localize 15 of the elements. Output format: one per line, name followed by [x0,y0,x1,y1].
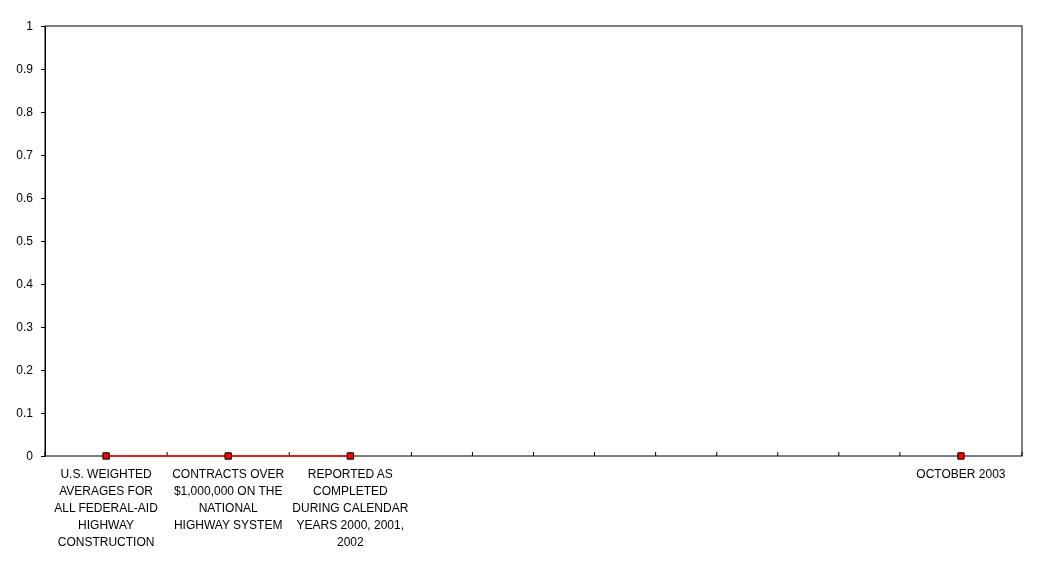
x-tick-label: CONTRACTS OVER $1,000,000 ON THE NATIONAL HIGHWAY SYSTEM [172,467,285,532]
y-tick-label: 0.3 [16,320,34,335]
x-tick-label: REPORTED AS COMPLETED DURING CALENDAR YEARS 2000, 2001, 2002 [292,467,409,549]
y-tick-label: 0.4 [16,277,34,292]
y-tick-label: 0.5 [16,234,34,249]
y-tick-label: 0.1 [16,406,34,421]
y-tick-label: 0.8 [16,105,34,120]
y-tick-label: 0 [26,449,34,464]
y-tick-label: 0.2 [16,363,34,378]
y-tick-label: 0.6 [16,191,34,206]
x-tick-label: U.S. WEIGHTED AVERAGES FOR ALL FEDERAL-AID HIGHWAY CONSTRUCTION [54,467,159,549]
y-tick-label: 1 [26,19,34,34]
y-tick-label: 0.7 [16,148,34,163]
x-tick-label: OCTOBER 2003 [916,467,1006,481]
y-tick-label: 0.9 [16,62,34,77]
